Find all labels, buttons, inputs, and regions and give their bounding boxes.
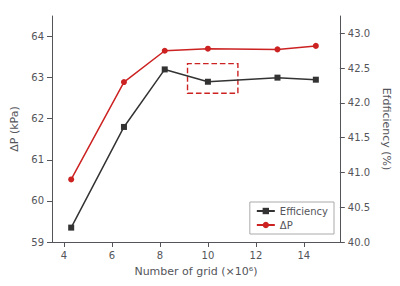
svg-text:42.0: 42.0 [348, 97, 370, 108]
svg-text:62: 62 [31, 113, 44, 124]
svg-text:40.5: 40.5 [348, 202, 370, 213]
svg-text:ΔP: ΔP [280, 220, 293, 231]
svg-text:Efdficiency (%): Efdficiency (%) [380, 88, 393, 171]
svg-text:4: 4 [61, 250, 67, 261]
svg-text:41.0: 41.0 [348, 167, 370, 178]
svg-text:40.0: 40.0 [348, 237, 370, 248]
svg-text:43.0: 43.0 [348, 28, 370, 39]
svg-text:42.5: 42.5 [348, 63, 370, 74]
svg-text:60: 60 [31, 195, 44, 206]
svg-text:10: 10 [202, 250, 215, 261]
svg-text:8: 8 [157, 250, 163, 261]
svg-text:6: 6 [109, 250, 115, 261]
svg-text:12: 12 [250, 250, 263, 261]
svg-text:61: 61 [31, 154, 44, 165]
svg-text:63: 63 [31, 72, 44, 83]
svg-text:41.5: 41.5 [348, 132, 370, 143]
svg-text:Efficiency: Efficiency [280, 206, 328, 217]
svg-text:14: 14 [297, 250, 310, 261]
svg-text:ΔP (kPa): ΔP (kPa) [8, 106, 21, 152]
svg-text:59: 59 [31, 237, 44, 248]
svg-text:64: 64 [31, 31, 44, 42]
svg-text:Number of grid (×10⁶): Number of grid (×10⁶) [134, 265, 257, 278]
